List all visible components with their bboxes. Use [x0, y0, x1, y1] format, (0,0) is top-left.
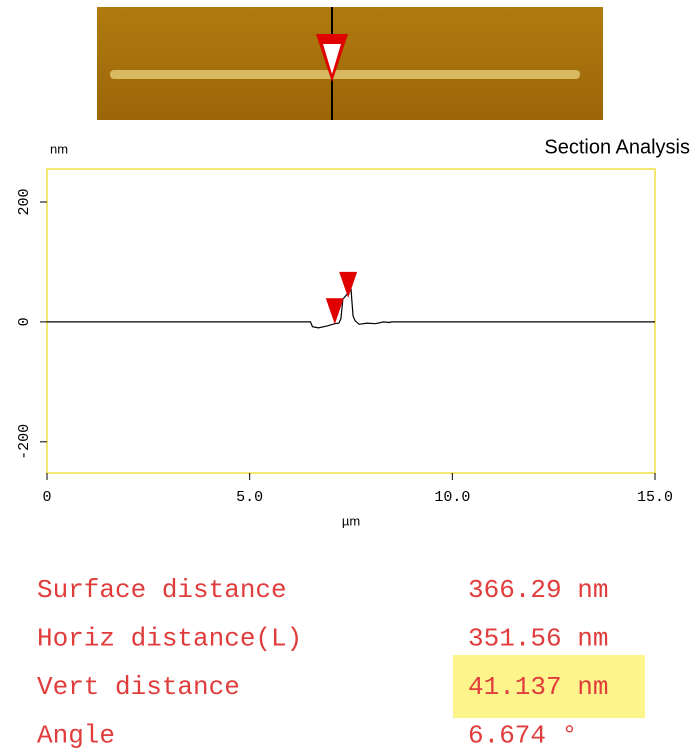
- page: nm Section Analysis µm 05.010.015.0-2000…: [0, 0, 692, 751]
- measure-value: 351.56 nm: [468, 623, 608, 653]
- measure-label: Angle: [37, 720, 115, 750]
- measure-label: Surface distance: [37, 575, 287, 605]
- measure-value: 366.29 nm: [468, 575, 608, 605]
- y-tick-label: -200: [16, 424, 33, 460]
- x-axis-label: µm: [342, 513, 360, 528]
- measure-label: Vert distance: [37, 672, 240, 702]
- cursor-marker: [339, 272, 357, 298]
- chart-title: Section Analysis: [544, 136, 690, 158]
- x-tick-label: 0: [42, 489, 51, 506]
- afm-image: [97, 7, 607, 120]
- plot-frame: [47, 169, 655, 473]
- profile-line: [47, 289, 655, 328]
- y-axis-label: nm: [50, 141, 68, 156]
- measure-label: Horiz distance(L): [37, 623, 302, 653]
- y-tick-label: 0: [16, 317, 33, 326]
- y-tick-label: 200: [16, 188, 33, 215]
- measure-value: 6.674 °: [468, 720, 577, 750]
- plot: 0 5.0 10.0 15.0 -200 0 200: [16, 169, 673, 506]
- measure-value: 41.137 nm: [468, 672, 608, 702]
- x-tick-label: 10.0: [434, 489, 470, 506]
- x-tick-label: 5.0: [236, 489, 263, 506]
- x-tick-label: 15.0: [637, 489, 673, 506]
- measurement-table: Surface distance 366.29 nm Horiz distance(…: [37, 575, 645, 751]
- screen: nm Section Analysis µm 05.010.015.0-2000…: [0, 0, 692, 751]
